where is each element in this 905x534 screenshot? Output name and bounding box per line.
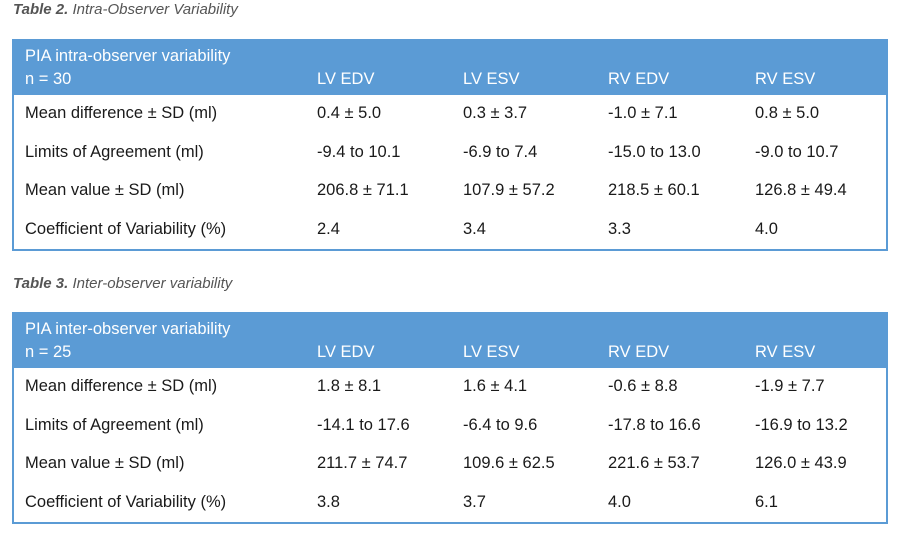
table-2-header-title: PIA intra-observer variability [25, 47, 231, 65]
table-3-caption: Table 3. Inter-observer variability [13, 275, 232, 292]
table-cell: 218.5 ± 60.1 [608, 181, 700, 199]
table-cell: 1.8 ± 8.1 [317, 377, 382, 395]
table-3-col-rv-edv: RV EDV [608, 343, 670, 361]
row-label: Mean value ± SD (ml) [25, 454, 185, 472]
row-label: Limits of Agreement (ml) [25, 142, 204, 161]
table-cell: 126.8 ± 49.4 [755, 181, 847, 199]
table-row: Coefficient of Variability (%) 3.8 3.7 4… [14, 484, 886, 523]
table-cell: 3.3 [608, 219, 631, 238]
table-cell: -14.1 to 17.6 [317, 415, 410, 434]
table-2-header: PIA intra-observer variability n = 30 LV… [14, 41, 886, 95]
table-cell: -16.9 to 13.2 [755, 415, 848, 434]
table-cell: 3.4 [463, 219, 486, 238]
table-cell: -9.0 to 10.7 [755, 142, 839, 161]
row-label: Limits of Agreement (ml) [25, 415, 204, 434]
row-label: Coefficient of Variability (%) [25, 219, 227, 238]
table-cell: 126.0 ± 43.9 [755, 454, 847, 472]
table-2-header-n: n = 30 [25, 70, 72, 88]
table-row: Limits of Agreement (ml) -9.4 to 10.1 -6… [14, 134, 886, 173]
table-3-col-lv-edv: LV EDV [317, 343, 375, 361]
table-3-caption-label: Table 3. [13, 275, 69, 292]
table-cell: 211.7 ± 74.7 [317, 454, 408, 472]
table-cell: 1.6 ± 4.1 [463, 377, 528, 395]
row-label: Mean difference ± SD (ml) [25, 377, 218, 395]
table-cell: -9.4 to 10.1 [317, 142, 401, 161]
table-3-col-rv-esv: RV ESV [755, 343, 816, 361]
table-cell: 0.4 ± 5.0 [317, 104, 382, 122]
table-row: Mean difference ± SD (ml) 1.8 ± 8.1 1.6 … [14, 368, 886, 407]
table-2-caption-label: Table 2. [13, 1, 69, 18]
table-2-caption-title: Intra-Observer Variability [72, 1, 238, 18]
table-cell: 107.9 ± 57.2 [463, 181, 555, 199]
table-cell: 109.6 ± 62.5 [463, 454, 555, 472]
table-cell: -15.0 to 13.0 [608, 142, 701, 161]
table-row: Mean value ± SD (ml) 206.8 ± 71.1 107.9 … [14, 172, 886, 211]
table-cell: -6.4 to 9.6 [463, 415, 538, 434]
table-row: Mean value ± SD (ml) 211.7 ± 74.7 109.6 … [14, 445, 886, 484]
table-2-col-rv-edv: RV EDV [608, 70, 670, 88]
table-cell: -1.0 ± 7.1 [608, 104, 678, 122]
table-cell: 6.1 [755, 492, 778, 511]
table-row: Mean difference ± SD (ml) 0.4 ± 5.0 0.3 … [14, 95, 886, 134]
table-2: PIA intra-observer variability n = 30 LV… [12, 39, 888, 251]
table-cell: 0.3 ± 3.7 [463, 104, 528, 122]
table-row: Limits of Agreement (ml) -14.1 to 17.6 -… [14, 407, 886, 446]
table-2-caption: Table 2. Intra-Observer Variability [13, 1, 238, 18]
table-cell: -17.8 to 16.6 [608, 415, 701, 434]
table-row: Coefficient of Variability (%) 2.4 3.4 3… [14, 211, 886, 250]
table-2-col-rv-esv: RV ESV [755, 70, 816, 88]
table-cell: 3.8 [317, 492, 340, 511]
table-3-header: PIA inter-observer variability n = 25 LV… [14, 314, 886, 368]
row-label: Mean value ± SD (ml) [25, 181, 185, 199]
table-cell: -1.9 ± 7.7 [755, 377, 825, 395]
table-cell: -0.6 ± 8.8 [608, 377, 678, 395]
table-2-col-lv-esv: LV ESV [463, 70, 520, 88]
table-3: PIA inter-observer variability n = 25 LV… [12, 312, 888, 524]
table-3-caption-title: Inter-observer variability [72, 275, 233, 292]
table-cell: 0.8 ± 5.0 [755, 104, 820, 122]
table-3-header-n: n = 25 [25, 343, 72, 361]
row-label: Coefficient of Variability (%) [25, 492, 227, 511]
table-cell: 3.7 [463, 492, 486, 511]
table-cell: 4.0 [608, 492, 631, 511]
row-label: Mean difference ± SD (ml) [25, 104, 218, 122]
table-cell: 221.6 ± 53.7 [608, 454, 700, 472]
table-cell: 4.0 [755, 219, 778, 238]
table-2-col-lv-edv: LV EDV [317, 70, 375, 88]
table-cell: -6.9 to 7.4 [463, 142, 538, 161]
table-3-header-title: PIA inter-observer variability [25, 320, 231, 338]
table-3-col-lv-esv: LV ESV [463, 343, 520, 361]
table-cell: 206.8 ± 71.1 [317, 181, 409, 199]
table-cell: 2.4 [317, 219, 340, 238]
